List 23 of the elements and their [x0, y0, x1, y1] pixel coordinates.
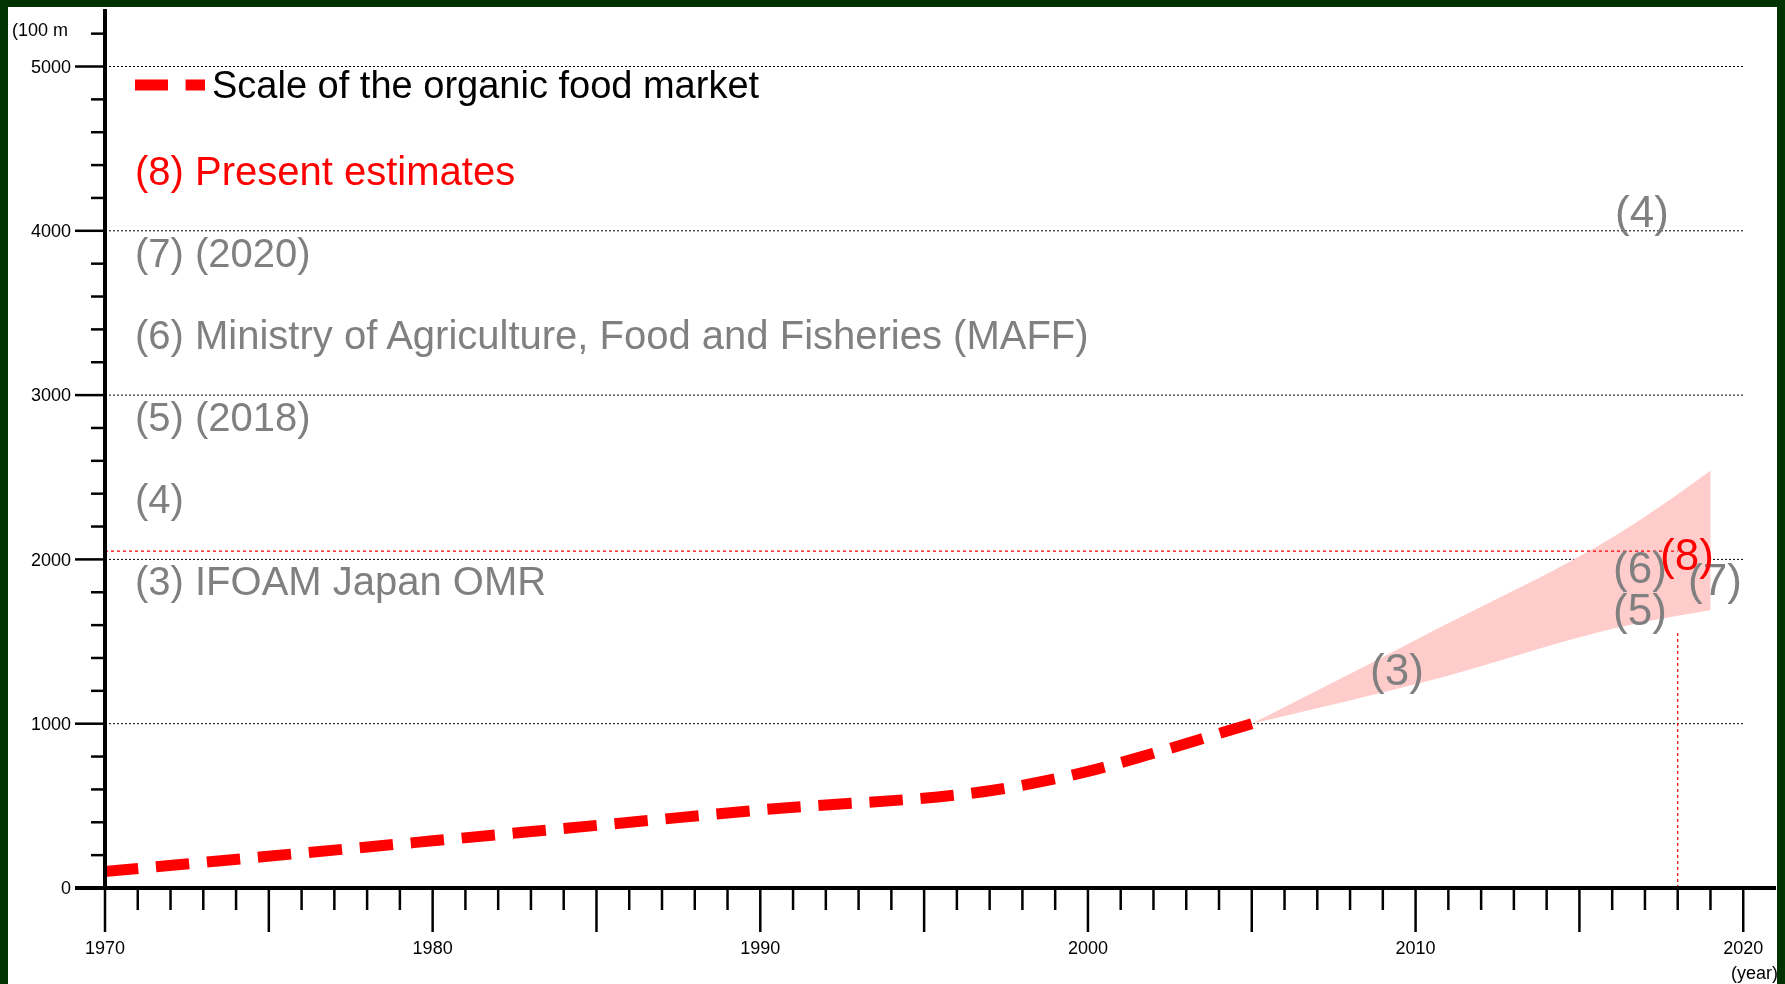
- x-tick-label: 2000: [1067, 938, 1108, 958]
- y-axis-title: (100 m: [12, 20, 69, 40]
- annotation: (3): [1370, 645, 1424, 695]
- x-tick-label: 1980: [412, 938, 453, 958]
- annotation: (4): [1615, 187, 1669, 237]
- y-tick-label: 1000: [30, 714, 71, 734]
- y-tick-label: 5000: [30, 56, 71, 77]
- annotation: (3) IFOAM Japan OMR: [135, 559, 547, 603]
- x-tick-label: 1990: [740, 938, 781, 958]
- y-tick-label: 2000: [30, 549, 71, 570]
- annotation: (4): [135, 477, 184, 521]
- annotation: (5) (2018): [135, 395, 311, 439]
- y-tick-label: 0: [60, 878, 71, 899]
- x-tick-label: 2020: [1723, 938, 1764, 958]
- annotation: (7) (2020): [135, 231, 311, 275]
- y-tick-label: 3000: [30, 385, 71, 406]
- y-tick-label: 4000: [30, 221, 71, 242]
- x-tick-label: 2010: [1395, 938, 1436, 958]
- x-tick-label: 1970: [84, 938, 126, 958]
- annotation: (6) Ministry of Agriculture, Food and Fisheries (MAFF): [135, 313, 1089, 357]
- annotation: (8) Present estimates: [135, 149, 516, 193]
- legend-label: Scale of the organic food market: [212, 64, 760, 107]
- x-axis-title: (year): [1730, 963, 1778, 983]
